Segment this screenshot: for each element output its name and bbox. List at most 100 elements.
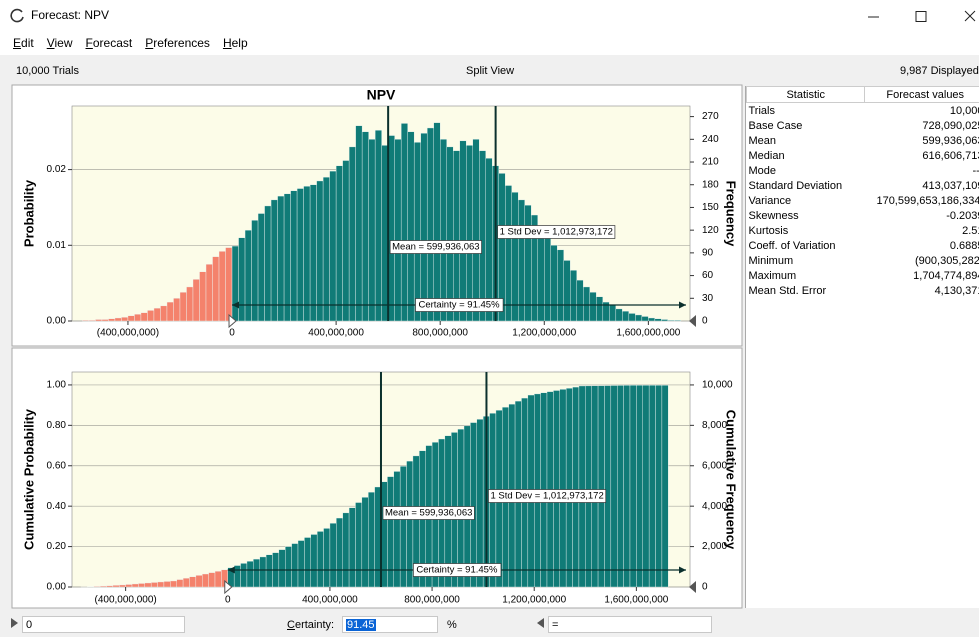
stat-name: Trials [748, 104, 775, 117]
histogram-bar [399, 466, 407, 588]
close[interactable] [964, 10, 976, 22]
histogram-bar [610, 385, 618, 588]
histogram-bar [654, 318, 662, 322]
stat-value: 4,130,371 [934, 284, 979, 297]
y-axis-label: Probability [21, 179, 36, 247]
stat-row: Trials 10,000 [747, 103, 979, 119]
histogram-bar [361, 497, 369, 588]
displayed-count: 9,987 Displayed [900, 65, 979, 77]
x-tick-label: 1,600,000,000 [604, 595, 668, 606]
left-grabber[interactable] [228, 313, 237, 329]
maximize[interactable] [915, 11, 927, 22]
y-axis-label: Cumulative Probability [21, 408, 36, 550]
histogram-bar [259, 556, 267, 588]
stat-value: 599,936,063 [922, 134, 979, 147]
marker-label-box [382, 506, 475, 520]
menu-item[interactable]: Help [222, 36, 248, 50]
histogram-bar [285, 546, 292, 588]
y2-tick-label: 180 [702, 179, 719, 190]
histogram-bar [93, 586, 101, 588]
histogram-bar [112, 585, 120, 588]
histogram-bar [355, 502, 363, 588]
stat-row: Skewness -0.2039 [747, 208, 979, 223]
y2-tick-label: 2,000 [702, 541, 727, 552]
stat-name: Standard Deviation [748, 179, 843, 192]
stat-value: 2.51 [962, 224, 979, 237]
histogram-bar [147, 310, 155, 322]
trials-count: 10,000 Trials [16, 65, 79, 77]
histogram-bar [140, 312, 148, 322]
y2-tick-label: 210 [702, 157, 719, 168]
histogram-bar [518, 199, 525, 322]
menu-item[interactable]: Preferences [145, 36, 210, 50]
stat-row: Minimum (900,305,282) [747, 253, 979, 268]
histogram-bar [163, 581, 171, 588]
histogram-bar [108, 318, 116, 322]
histogram-bar [446, 146, 454, 322]
menu-item[interactable]: Edit [13, 36, 34, 50]
window-title: Forecast: NPV [31, 8, 110, 22]
view-mode[interactable]: Split View [466, 65, 515, 77]
header-cell: Statistic [746, 86, 866, 103]
histogram-bar [218, 251, 226, 322]
marker-label: Mean = 599,936,063 [392, 242, 479, 253]
histogram-bar [394, 139, 402, 322]
window-controls[interactable] [860, 6, 979, 26]
histogram-bar [470, 422, 477, 588]
certainty-label-box [415, 298, 504, 312]
histogram-bar [153, 307, 161, 322]
histogram-bar [95, 319, 103, 322]
histogram-bar [290, 190, 298, 322]
histogram-bar [199, 271, 207, 322]
histogram-bar [648, 385, 656, 588]
x-tick-label: 400,000,000 [308, 328, 364, 339]
histogram-bar [157, 581, 165, 588]
histogram-bar [635, 314, 643, 322]
y2-tick-label: 120 [702, 225, 719, 236]
histogram-bar [563, 260, 571, 322]
histogram-bar [596, 296, 604, 322]
app-icon [10, 8, 24, 23]
histogram-bar [336, 517, 343, 588]
y2-tick-label: 240 [702, 134, 719, 145]
histogram-bar [189, 576, 197, 588]
histogram-bar [214, 571, 222, 588]
y2-tick-label: 60 [702, 270, 714, 281]
histogram-bar [304, 537, 311, 588]
stat-name: Skewness [748, 209, 799, 222]
histogram-bar [283, 193, 291, 322]
histogram-bar [420, 133, 428, 322]
histogram-bar [264, 205, 272, 322]
certainty-input[interactable]: 91.45 [342, 616, 438, 633]
histogram-bar [166, 301, 174, 322]
histogram-bar [101, 319, 109, 322]
certainty-to-input[interactable]: = [548, 616, 712, 633]
menu-item[interactable]: View [46, 36, 73, 50]
histogram-bar [265, 554, 273, 588]
certainty-from-input[interactable]: 0 [22, 616, 185, 633]
histogram-bar [511, 192, 519, 322]
histogram-bar [628, 313, 636, 322]
histogram-bar [253, 558, 260, 588]
histogram-bar [323, 528, 331, 588]
histogram-bar [173, 298, 181, 322]
histogram-bar [212, 256, 220, 322]
histogram-bar [597, 385, 605, 588]
histogram-bar [131, 583, 139, 588]
histogram-bar [661, 384, 669, 588]
histogram-bar [361, 131, 369, 322]
y-tick-label: 0.00 [47, 316, 67, 327]
histogram-bar [667, 320, 675, 322]
histogram-bar [466, 145, 473, 322]
histogram-bar [233, 565, 241, 588]
menu-item[interactable]: Forecast [85, 36, 133, 50]
histogram-bar [544, 233, 551, 322]
histogram-bar [179, 292, 187, 322]
stat-value: -0.2039 [946, 209, 979, 222]
left-grabber[interactable] [224, 579, 233, 595]
histogram-bar [296, 188, 304, 322]
stat-value: 1,704,774,894 [913, 269, 979, 282]
stat-name: Minimum [748, 254, 794, 267]
histogram-bar [636, 385, 643, 588]
histogram-bar [134, 313, 142, 322]
